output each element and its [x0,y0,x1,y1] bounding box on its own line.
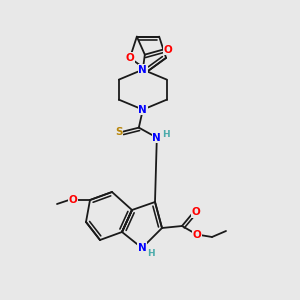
Text: N: N [138,243,146,253]
Text: H: H [147,248,155,257]
Text: N: N [139,64,147,75]
Text: O: O [164,45,172,55]
Text: H: H [162,130,169,139]
Text: S: S [115,127,123,136]
Text: O: O [69,195,77,205]
Text: O: O [126,53,134,63]
Text: N: N [139,105,147,115]
Text: O: O [193,230,201,240]
Text: N: N [152,133,161,142]
Text: O: O [192,207,200,217]
